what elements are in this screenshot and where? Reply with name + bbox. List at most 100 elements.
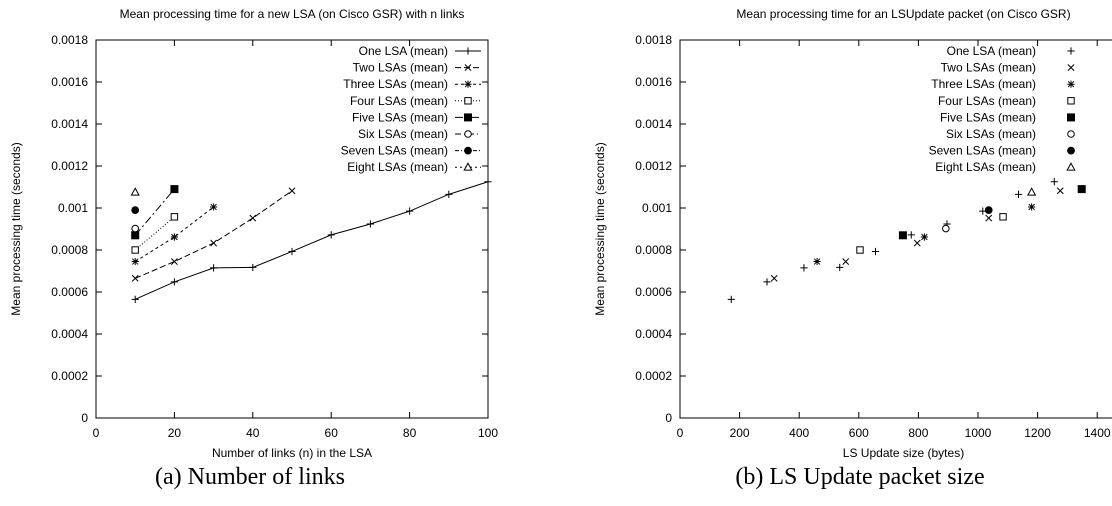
chart-a-data-point bbox=[210, 264, 218, 272]
chart-a-x-axis-label: Number of links (n) in the LSA bbox=[212, 446, 372, 460]
chart-a-legend-label: Seven LSAs (mean) bbox=[341, 144, 448, 158]
chart-a-number-of-links: Mean processing time for a new LSA (on C… bbox=[9, 7, 498, 460]
chart-a-legend-label: Six LSAs (mean) bbox=[358, 127, 448, 141]
chart-a-data-point bbox=[131, 246, 139, 254]
chart-b-series-eight-lsas-mean bbox=[1026, 187, 1037, 196]
chart-b-x-tick-label: 600 bbox=[849, 426, 869, 440]
chart-a-y-tick-label: 0.001 bbox=[58, 201, 88, 215]
chart-b-x-tick-label: 1400 bbox=[1084, 426, 1111, 440]
chart-b-data-point bbox=[727, 295, 735, 303]
chart-b-legend-label: Seven LSAs (mean) bbox=[929, 144, 1036, 158]
chart-a-y-axis-label: Mean processing time (seconds) bbox=[9, 142, 23, 315]
chart-b-legend-label: Six LSAs (mean) bbox=[946, 127, 1036, 141]
chart-b-legend-label: Three LSAs (mean) bbox=[931, 77, 1036, 91]
chart-b-series-five-lsas-mean bbox=[898, 185, 1086, 240]
chart-a-y-tick-label: 0.0008 bbox=[51, 243, 88, 257]
chart-a-y-tick-label: 0.0004 bbox=[51, 327, 88, 341]
chart-a-data-point bbox=[249, 263, 257, 272]
chart-b-legend-label: Five LSAs (mean) bbox=[940, 110, 1036, 124]
chart-b-legend-marker bbox=[1067, 146, 1075, 155]
chart-b-data-point bbox=[856, 246, 864, 254]
chart-b-legend-marker bbox=[1067, 80, 1075, 88]
chart-b-data-point bbox=[999, 213, 1007, 221]
chart-a-series-six-lsas-mean bbox=[131, 224, 139, 233]
chart-b-legend-marker bbox=[1067, 47, 1075, 55]
chart-a-data-point bbox=[327, 231, 335, 239]
chart-a-x-tick-label: 100 bbox=[478, 426, 498, 440]
chart-b-x-tick-label: 0 bbox=[677, 426, 684, 440]
chart-a-series-line bbox=[134, 206, 214, 262]
chart-a-y-tick-label: 0.0018 bbox=[51, 33, 88, 47]
chart-a-legend-marker bbox=[464, 97, 472, 105]
chart-a-y-tick-label: 0.0014 bbox=[51, 117, 88, 131]
chart-b-y-tick-label: 0.0014 bbox=[635, 117, 672, 131]
chart-b-data-point bbox=[1056, 187, 1064, 195]
chart-a-data-point bbox=[288, 247, 296, 256]
chart-b-series-seven-lsas-mean bbox=[984, 206, 993, 215]
chart-a-data-point bbox=[131, 231, 140, 240]
chart-b-data-point bbox=[1014, 190, 1023, 198]
chart-a-legend-marker bbox=[463, 162, 473, 171]
chart-a-y-tick-label: 0 bbox=[81, 411, 88, 425]
chart-b-legend-label: Two LSAs (mean) bbox=[941, 61, 1036, 75]
chart-b-data-point bbox=[913, 239, 921, 247]
chart-b-data-point bbox=[942, 224, 950, 233]
chart-a-data-point bbox=[210, 203, 218, 211]
chart-b-x-tick-label: 1000 bbox=[965, 426, 992, 440]
chart-b-data-point bbox=[984, 206, 993, 215]
chart-a-x-tick-label: 60 bbox=[325, 426, 339, 440]
chart-b-plot-frame bbox=[679, 39, 1112, 419]
chart-a-series-line bbox=[134, 188, 175, 236]
chart-a-x-tick-label: 20 bbox=[168, 426, 182, 440]
chart-a-x-tick-label: 40 bbox=[246, 426, 260, 440]
caption-b: (b) LS Update packet size bbox=[735, 464, 985, 490]
chart-b-data-point bbox=[920, 233, 928, 241]
chart-a-data-point bbox=[210, 239, 218, 247]
chart-b-series-two-lsas-mean bbox=[770, 187, 1064, 282]
chart-a-data-point bbox=[170, 213, 179, 221]
chart-b-legend-label: Eight LSAs (mean) bbox=[935, 160, 1036, 174]
chart-b-series-three-lsas-mean bbox=[813, 203, 1036, 266]
chart-b-data-point bbox=[770, 274, 778, 282]
chart-a-data-point bbox=[366, 220, 374, 228]
chart-b-data-point bbox=[842, 258, 850, 265]
chart-a-legend-marker bbox=[464, 113, 472, 122]
chart-b-data-point bbox=[763, 278, 771, 286]
chart-a-data-point bbox=[131, 274, 139, 282]
chart-a-series-three-lsas-mean bbox=[131, 203, 218, 266]
chart-a-data-point bbox=[170, 233, 178, 241]
chart-a-data-point bbox=[131, 224, 139, 233]
chart-a-plot-frame bbox=[95, 39, 489, 419]
chart-b-data-point bbox=[800, 264, 808, 272]
chart-a-legend-label: Eight LSAs (mean) bbox=[347, 160, 448, 174]
chart-a-data-point bbox=[288, 187, 296, 195]
chart-b-data-point bbox=[836, 263, 844, 272]
chart-a-data-point bbox=[170, 185, 179, 194]
chart-b-x-axis-label: LS Update size (bytes) bbox=[843, 446, 964, 460]
chart-a-x-tick-label: 0 bbox=[93, 426, 100, 440]
chart-b-y-tick-label: 0.0018 bbox=[635, 33, 672, 47]
chart-a-series-seven-lsas-mean bbox=[131, 206, 140, 215]
chart-b-legend-marker bbox=[1067, 64, 1075, 72]
chart-b-y-tick-label: 0 bbox=[665, 411, 672, 425]
chart-a-data-point bbox=[131, 206, 140, 215]
chart-b-legend-label: One LSA (mean) bbox=[947, 44, 1036, 58]
chart-b-data-point bbox=[1077, 185, 1086, 194]
chart-a-y-tick-label: 0.0006 bbox=[51, 285, 88, 299]
chart-b-title: Mean processing time for an LSUpdate pac… bbox=[736, 7, 1070, 21]
chart-b-y-tick-label: 0.0012 bbox=[635, 159, 672, 173]
chart-b-data-point bbox=[1050, 178, 1058, 186]
chart-a-title: Mean processing time for a new LSA (on C… bbox=[120, 7, 465, 21]
chart-b-y-tick-label: 0.0008 bbox=[635, 243, 672, 257]
chart-a-legend-marker bbox=[464, 130, 472, 138]
chart-a-x-tick-label: 80 bbox=[403, 426, 417, 440]
chart-b-ls-update-size: Mean processing time for an LSUpdate pac… bbox=[593, 7, 1112, 460]
chart-a-data-point bbox=[445, 190, 453, 198]
chart-b-series-six-lsas-mean bbox=[942, 224, 950, 233]
chart-a-y-tick-label: 0.0002 bbox=[51, 369, 88, 383]
chart-b-x-tick-label: 1200 bbox=[1024, 426, 1051, 440]
chart-a-legend-label: Two LSAs (mean) bbox=[353, 61, 448, 75]
chart-a-series-eight-lsas-mean bbox=[130, 187, 140, 196]
chart-a-y-tick-label: 0.0012 bbox=[51, 159, 88, 173]
